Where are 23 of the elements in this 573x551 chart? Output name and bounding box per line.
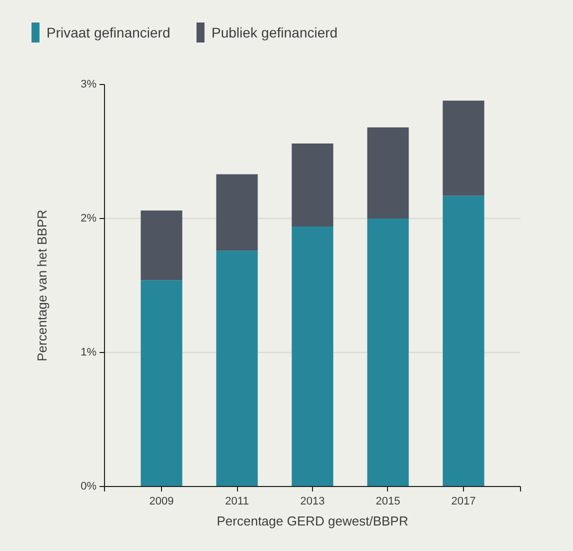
legend-label: Publiek gefinancierd: [212, 24, 338, 40]
bar: [442, 100, 484, 196]
x-tick-label: 2013: [300, 496, 325, 508]
y-axis-title: Percentage van het BBPR: [34, 210, 50, 362]
legend-label: Privaat gefinancierd: [46, 24, 170, 40]
y-tick-label: 2%: [80, 212, 97, 224]
y-tick-label: 1%: [80, 346, 97, 358]
x-tick-label: 2017: [451, 496, 476, 508]
bar: [292, 226, 334, 486]
x-tick-label: 2009: [149, 496, 174, 508]
bar: [442, 196, 484, 486]
x-axis-title: Percentage GERD gewest/BBPR: [216, 514, 408, 528]
bar: [140, 210, 182, 280]
bar: [367, 127, 409, 218]
y-tick-label: 3%: [80, 78, 97, 90]
y-tick-label: 0%: [80, 480, 97, 492]
bar: [292, 143, 334, 227]
x-tick-label: 2011: [225, 496, 249, 508]
bar: [140, 280, 182, 486]
bar: [216, 174, 258, 251]
bar: [367, 218, 409, 486]
bar: [216, 250, 258, 486]
x-tick-label: 2015: [376, 496, 400, 508]
